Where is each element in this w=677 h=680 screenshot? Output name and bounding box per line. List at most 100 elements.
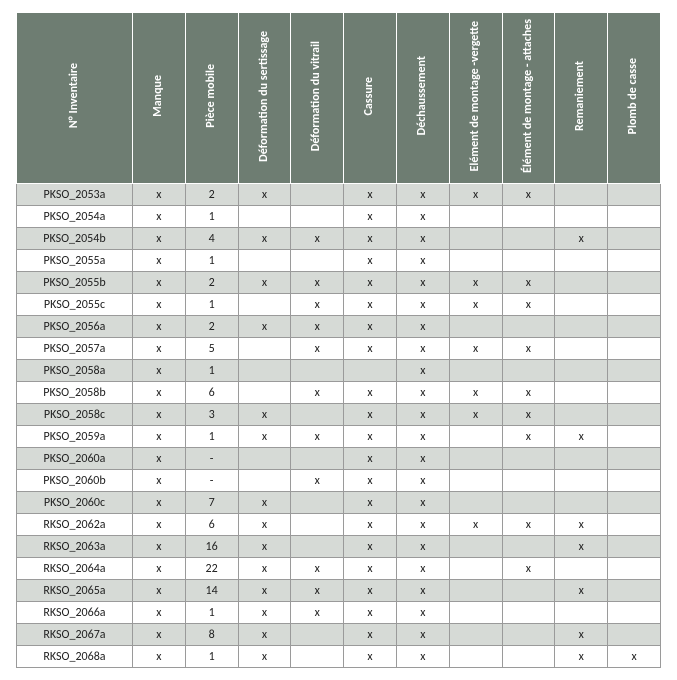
cell-value [449, 624, 502, 646]
col-plomb-casse: Plomb de casse [608, 13, 661, 184]
cell-value: 4 [185, 228, 238, 250]
cell-inventaire: RKSO_2065a [17, 580, 133, 602]
cell-value: x [555, 536, 608, 558]
cell-value: x [344, 558, 397, 580]
cell-value [502, 206, 555, 228]
cell-value [502, 470, 555, 492]
cell-inventaire: PKSO_2058c [17, 404, 133, 426]
cell-value: x [238, 536, 291, 558]
table-row: PKSO_2060cx7xxx [17, 492, 661, 514]
cell-value [502, 646, 555, 668]
cell-value: x [344, 448, 397, 470]
cell-value: x [396, 228, 449, 250]
cell-value: x [502, 338, 555, 360]
cell-inventaire: PKSO_2060a [17, 448, 133, 470]
cell-value: - [185, 470, 238, 492]
table-row: RKSO_2064ax22xxxxx [17, 558, 661, 580]
table-row: RKSO_2066ax1xxxx [17, 602, 661, 624]
cell-inventaire: PKSO_2055b [17, 272, 133, 294]
cell-inventaire: PKSO_2054b [17, 228, 133, 250]
cell-value [555, 492, 608, 514]
col-label: Manque [152, 75, 166, 117]
cell-value: 5 [185, 338, 238, 360]
cell-value [502, 624, 555, 646]
cell-value: x [344, 206, 397, 228]
cell-value: x [132, 492, 185, 514]
cell-value [449, 426, 502, 448]
cell-value: x [344, 228, 397, 250]
cell-value [291, 184, 344, 206]
cell-value [555, 250, 608, 272]
cell-value: 1 [185, 206, 238, 228]
table-row: RKSO_2063ax16xxxx [17, 536, 661, 558]
cell-value: x [132, 580, 185, 602]
cell-inventaire: PKSO_2058a [17, 360, 133, 382]
cell-value [449, 250, 502, 272]
cell-value [502, 228, 555, 250]
cell-value: x [608, 646, 661, 668]
cell-value [555, 294, 608, 316]
cell-value [238, 382, 291, 404]
cell-value [608, 206, 661, 228]
cell-value: x [344, 250, 397, 272]
cell-value: x [344, 272, 397, 294]
cell-value [502, 602, 555, 624]
col-label: Déchaussement [416, 56, 430, 135]
cell-value [608, 272, 661, 294]
cell-value [608, 184, 661, 206]
col-remaniement: Remaniement [555, 13, 608, 184]
cell-value: x [396, 382, 449, 404]
cell-value: x [396, 360, 449, 382]
cell-value [291, 360, 344, 382]
cell-value [291, 250, 344, 272]
col-def-vitrail: Déformation du vitrail [291, 13, 344, 184]
cell-value [555, 382, 608, 404]
cell-value [555, 470, 608, 492]
cell-value: 2 [185, 316, 238, 338]
table-row: RKSO_2067ax8xxxx [17, 624, 661, 646]
cell-value: x [396, 316, 449, 338]
cell-value: x [132, 360, 185, 382]
cell-value: x [396, 426, 449, 448]
cell-value [449, 492, 502, 514]
cell-value: x [502, 514, 555, 536]
cell-value: x [238, 492, 291, 514]
cell-value: x [502, 382, 555, 404]
cell-value: x [449, 382, 502, 404]
cell-value: x [396, 470, 449, 492]
col-attaches: Élément de montage - attaches [502, 13, 555, 184]
cell-value: x [291, 338, 344, 360]
cell-value [291, 206, 344, 228]
cell-value: x [396, 514, 449, 536]
cell-value [555, 360, 608, 382]
cell-value: x [291, 580, 344, 602]
cell-value [238, 360, 291, 382]
cell-value [608, 492, 661, 514]
cell-value: x [449, 338, 502, 360]
cell-value: 6 [185, 514, 238, 536]
cell-inventaire: PKSO_2058b [17, 382, 133, 404]
cell-value: x [132, 206, 185, 228]
cell-value [608, 514, 661, 536]
cell-value: x [555, 426, 608, 448]
cell-value: x [291, 294, 344, 316]
cell-value: x [238, 558, 291, 580]
cell-value: x [132, 338, 185, 360]
cell-value [608, 602, 661, 624]
cell-value: x [344, 580, 397, 602]
col-piece-mobile: Pièce mobile [185, 13, 238, 184]
cell-value: x [344, 316, 397, 338]
col-vergette: Elément de montage -vergette [449, 13, 502, 184]
cell-value [555, 404, 608, 426]
cell-value: - [185, 448, 238, 470]
cell-value [291, 536, 344, 558]
cell-value [238, 206, 291, 228]
col-label: Pièce mobile [205, 64, 219, 128]
cell-value: x [396, 404, 449, 426]
cell-value [502, 360, 555, 382]
cell-value [291, 624, 344, 646]
cell-value: x [344, 294, 397, 316]
cell-value: x [396, 536, 449, 558]
cell-value [502, 536, 555, 558]
cell-value: 16 [185, 536, 238, 558]
